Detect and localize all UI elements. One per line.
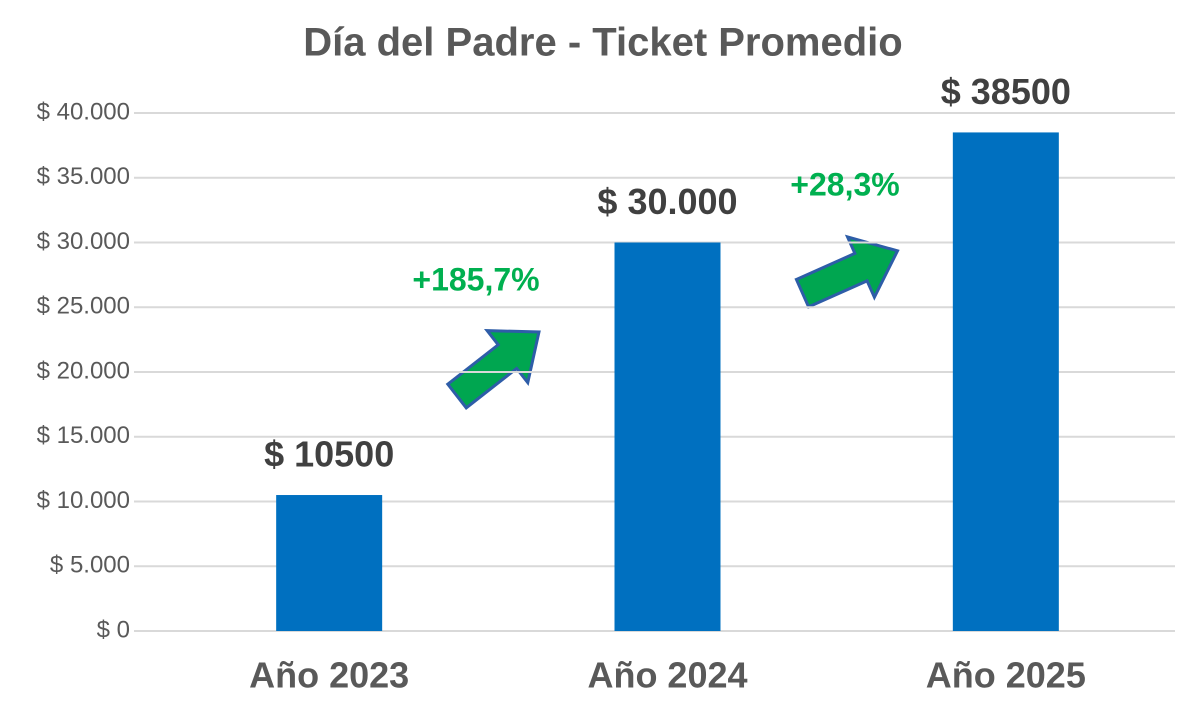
growth-label: +28,3%: [790, 166, 899, 202]
x-tick-label: Año 2023: [249, 655, 409, 696]
y-tick-label: $ 20.000: [37, 357, 130, 384]
y-tick-label: $ 0: [97, 616, 130, 643]
y-tick-label: $ 5.000: [50, 552, 130, 579]
y-tick-label: $ 15.000: [37, 422, 130, 449]
y-tick-label: $ 25.000: [37, 293, 130, 320]
y-tick-label: $ 10.000: [37, 487, 130, 514]
y-tick-label: $ 35.000: [37, 163, 130, 190]
bar: [952, 132, 1059, 632]
x-tick-label: Año 2025: [926, 655, 1086, 696]
growth-arrow: [794, 234, 900, 309]
bar: [614, 242, 721, 631]
data-label: $ 10500: [264, 434, 394, 475]
bar: [276, 495, 383, 631]
growth-label: +185,7%: [412, 261, 539, 297]
y-tick-label: $ 40.000: [37, 98, 130, 125]
chart-title: Día del Padre - Ticket Promedio: [303, 21, 902, 65]
y-tick-label: $ 30.000: [37, 228, 130, 255]
data-label: $ 30.000: [597, 181, 737, 222]
x-tick-label: Año 2024: [587, 655, 747, 696]
growth-arrow: [445, 329, 541, 410]
data-label: $ 38500: [941, 71, 1071, 112]
